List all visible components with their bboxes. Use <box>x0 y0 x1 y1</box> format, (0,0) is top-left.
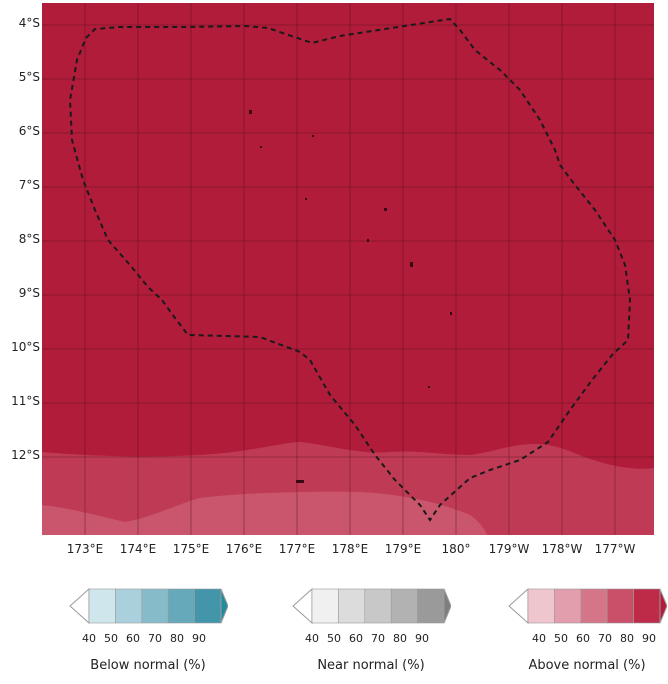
tick-70: 70 <box>148 632 162 645</box>
island <box>312 135 314 137</box>
lowest-probability-patch <box>42 491 487 535</box>
island <box>384 208 387 211</box>
colorbar-left-arrow <box>69 587 90 625</box>
lat-label-9s: 9°S <box>18 286 40 300</box>
lat-label-10s: 10°S <box>11 340 40 354</box>
colorbar-left-arrow <box>508 587 529 625</box>
colorbar-right-arrow <box>443 588 451 624</box>
tick-70: 70 <box>598 632 612 645</box>
colorbar-swatch <box>141 588 169 624</box>
lon-label-178e: 178°E <box>331 542 369 556</box>
colorbar-swatch <box>580 588 608 624</box>
colorbar-left-arrow <box>292 587 313 625</box>
tick-80: 80 <box>620 632 634 645</box>
island <box>367 239 369 242</box>
island <box>450 312 452 315</box>
lon-label-176e: 176°E <box>225 542 263 556</box>
tick-40: 40 <box>305 632 319 645</box>
lat-label-5s: 5°S <box>18 70 40 84</box>
colorbar-swatch <box>554 588 582 624</box>
lon-label-173e: 173°E <box>66 542 104 556</box>
islands <box>249 110 452 483</box>
tick-60: 60 <box>126 632 140 645</box>
colorbar-swatch <box>527 588 555 624</box>
tick-60: 60 <box>349 632 363 645</box>
legend-near-normal: 40 50 60 70 80 90 Near normal (%) <box>291 585 451 675</box>
colorbar-swatch <box>364 588 392 624</box>
tick-60: 60 <box>576 632 590 645</box>
lat-label-12s: 12°S <box>11 448 40 462</box>
lon-label-177w: 177°W <box>594 542 636 556</box>
lat-label-4s: 4°S <box>18 16 40 30</box>
colorbar-right-arrow <box>220 588 228 624</box>
tick-70: 70 <box>371 632 385 645</box>
island <box>249 110 252 114</box>
lat-label-7s: 7°S <box>18 178 40 192</box>
legend-above-normal: 40 50 60 70 80 90 Above normal (%) <box>507 585 667 675</box>
colorbar-swatch <box>311 588 339 624</box>
colorbar-swatch <box>194 588 222 624</box>
tick-50: 50 <box>327 632 341 645</box>
legend-caption: Above normal (%) <box>528 658 646 673</box>
colorbar-right-arrow <box>659 588 667 624</box>
tick-80: 80 <box>170 632 184 645</box>
colorbar-swatch <box>606 588 634 624</box>
colorbar-below-normal <box>69 587 228 625</box>
tick-50: 50 <box>104 632 118 645</box>
lon-label-174e: 174°E <box>119 542 157 556</box>
lat-label-11s: 11°S <box>11 394 40 408</box>
legend-caption: Below normal (%) <box>90 658 206 673</box>
tick-90: 90 <box>642 632 656 645</box>
island <box>305 198 307 200</box>
tick-90: 90 <box>192 632 206 645</box>
colorbar-swatch <box>633 588 661 624</box>
tick-50: 50 <box>554 632 568 645</box>
lat-label-6s: 6°S <box>18 124 40 138</box>
colorbar-swatch <box>115 588 143 624</box>
colorbar-swatch <box>167 588 195 624</box>
island <box>410 262 413 267</box>
lon-label-180: 180° <box>441 542 471 556</box>
colorbar-swatch <box>417 588 445 624</box>
lon-label-175e: 175°E <box>172 542 210 556</box>
lon-label-177e: 177°E <box>278 542 316 556</box>
legend-caption: Near normal (%) <box>317 658 425 673</box>
colorbar-swatch <box>88 588 116 624</box>
tick-90: 90 <box>415 632 429 645</box>
island <box>296 480 304 483</box>
island <box>260 146 262 148</box>
tick-80: 80 <box>393 632 407 645</box>
tick-40: 40 <box>82 632 96 645</box>
tick-40: 40 <box>532 632 546 645</box>
legend-below-normal: 40 50 60 70 80 90 Below normal (%) <box>68 585 228 675</box>
graticule <box>42 3 654 535</box>
lat-label-8s: 8°S <box>18 232 40 246</box>
lon-label-179w: 179°W <box>488 542 530 556</box>
lon-label-179e: 179°E <box>384 542 422 556</box>
lon-label-178w: 178°W <box>541 542 583 556</box>
colorbar-swatch <box>390 588 418 624</box>
colorbar-near-normal <box>292 587 451 625</box>
island <box>428 386 430 388</box>
colorbar-swatch <box>338 588 366 624</box>
eez-boundary <box>68 17 632 522</box>
colorbar-above-normal <box>508 587 667 625</box>
